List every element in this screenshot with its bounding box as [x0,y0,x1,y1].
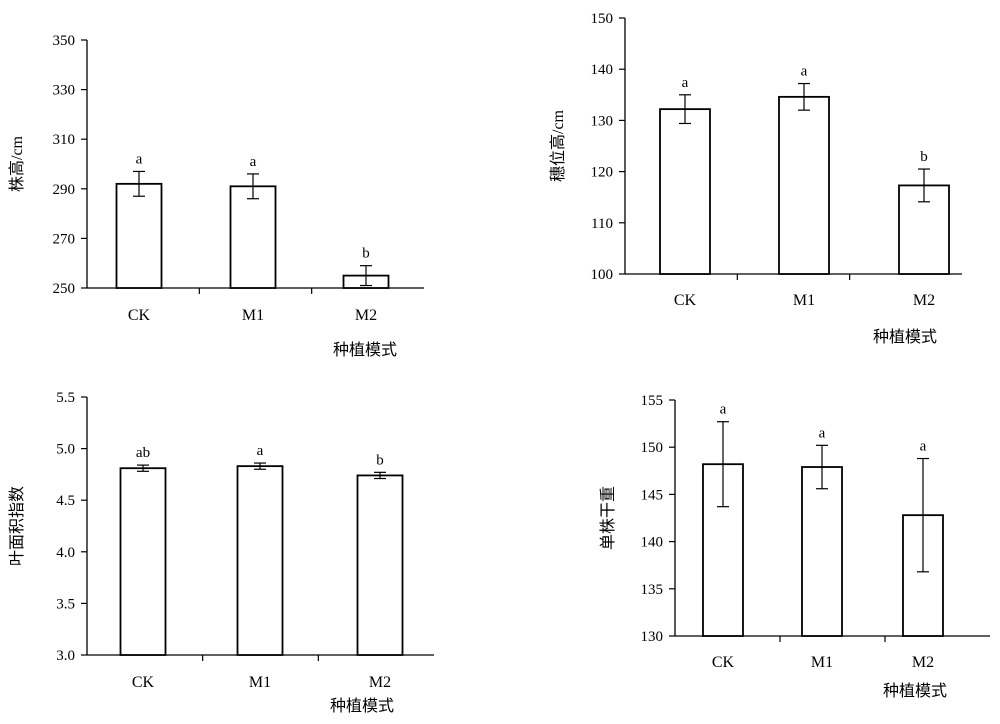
y-tick-label: 110 [591,216,613,232]
y-tick-label: 130 [591,113,614,129]
x-category-label: M1 [249,674,271,691]
x-axis-label: 种植模式 [330,697,394,715]
x-axis-label: 种植模式 [883,682,947,700]
y-tick-label: 270 [53,231,76,247]
significance-label: b [376,452,384,468]
x-category-label: M2 [912,654,934,671]
y-tick-label: 250 [53,281,76,297]
significance-label: a [250,154,257,170]
x-category-label: CK [712,654,735,671]
y-axis-label: 单株干重 [599,486,617,550]
y-tick-label: 145 [641,487,664,503]
y-tick-label: 5.5 [56,390,75,406]
bar-m1 [236,465,284,656]
significance-label: a [682,75,689,91]
y-axis-label: 穗位高/cm [549,109,567,182]
y-tick-label: 120 [591,165,614,181]
x-category-label: CK [674,292,697,309]
y-tick-label: 350 [53,33,76,49]
significance-label: a [257,443,264,459]
chart-panel-1: 250 270 290 310 330 350 a CK a M1 b M2 株高/cm 种植模式 [8,33,424,359]
y-tick-label: 155 [641,393,664,409]
x-category-label: M2 [369,674,391,691]
significance-label: b [362,246,370,262]
x-axis-label: 种植模式 [333,341,397,359]
y-tick-label: 130 [641,629,664,645]
y-tick-label: 3.5 [56,596,75,612]
bar-ck [119,467,167,656]
bar-ck [115,182,163,289]
x-category-label: M2 [355,307,377,324]
y-tick-label: 310 [53,132,76,148]
y-tick-label: 140 [641,535,664,551]
y-tick-label: 150 [591,11,614,27]
significance-label: ab [136,445,150,461]
significance-label: a [920,439,927,455]
significance-label: b [920,149,928,165]
bar-ck [659,108,711,275]
x-category-label: M1 [242,307,264,324]
bar-m2 [356,474,404,656]
y-tick-label: 330 [53,83,76,99]
significance-label: a [136,151,143,167]
y-tick-label: 140 [591,62,614,78]
significance-label: a [801,64,808,80]
x-category-label: CK [132,674,155,691]
y-tick-label: 4.5 [56,493,75,509]
y-tick-label: 5.0 [56,442,75,458]
x-category-label: M2 [913,292,935,309]
x-category-label: M1 [811,654,833,671]
y-tick-label: 4.0 [56,545,75,561]
significance-label: a [720,402,727,418]
bar-m1 [778,95,830,275]
y-axis-label: 株高/cm [8,135,26,192]
x-axis-label: 种植模式 [873,328,937,346]
y-tick-label: 3.0 [56,648,75,664]
x-category-label: M1 [793,292,815,309]
significance-label: a [819,425,826,441]
bar-m1 [229,185,277,289]
y-tick-label: 290 [53,182,76,198]
y-tick-label: 135 [641,582,664,598]
y-tick-label: 100 [591,267,614,283]
chart-panel-2: 100 110 120 130 140 150 a CK a M1 b M2 穗位高/cm 种植模式 [549,11,962,346]
y-tick-label: 150 [641,440,664,456]
bar-m1 [801,466,843,637]
x-category-label: CK [128,307,151,324]
y-axis-label: 叶面积指数 [8,486,26,566]
